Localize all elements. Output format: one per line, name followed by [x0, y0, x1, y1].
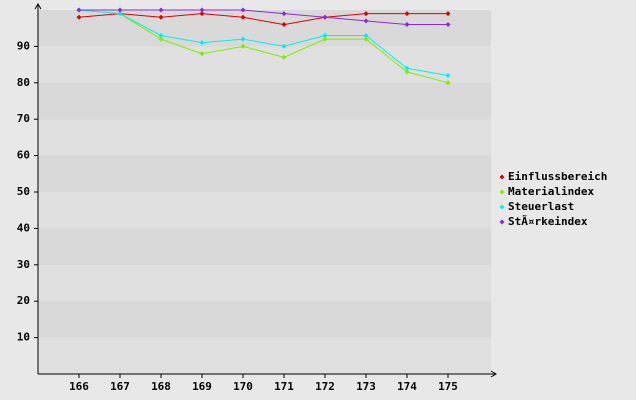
x-tick-label: 172 [315, 380, 335, 393]
grid-band [38, 155, 491, 192]
data-point [322, 32, 328, 38]
y-tick-label: 20 [17, 294, 30, 307]
data-point [240, 43, 246, 49]
data-point [445, 22, 451, 28]
series-line [78, 9, 449, 84]
x-axis-arrow [490, 370, 497, 378]
data-point [158, 36, 164, 42]
x-tick-label: 170 [233, 380, 253, 393]
data-point [363, 11, 369, 17]
data-point [76, 7, 82, 13]
y-tick-label: 80 [17, 76, 30, 89]
data-point [158, 7, 164, 13]
data-point [76, 14, 82, 20]
data-point [199, 51, 205, 57]
data-point [445, 73, 451, 79]
data-point [281, 22, 287, 28]
data-point [117, 11, 123, 17]
data-point [281, 43, 287, 49]
series-line [79, 9, 448, 26]
data-point [363, 32, 369, 38]
data-point [404, 69, 410, 75]
data-point [281, 54, 287, 60]
x-tick-label: 174 [397, 380, 417, 393]
data-point [281, 11, 287, 17]
grid-band [38, 82, 491, 120]
data-point [199, 40, 205, 46]
grid-band [38, 10, 491, 47]
data-point [322, 14, 328, 20]
series-line [78, 13, 448, 26]
series-line [78, 9, 449, 77]
x-tick-label: 175 [438, 380, 458, 393]
x-tick-label: 169 [192, 380, 212, 393]
data-point [445, 80, 451, 86]
data-point [404, 22, 410, 28]
x-tick-label: 168 [151, 380, 171, 393]
data-point [240, 36, 246, 42]
legend-marker [499, 174, 505, 180]
data-point [445, 11, 451, 17]
legend-marker [499, 189, 505, 195]
data-point [404, 11, 410, 17]
y-axis-arrow [34, 3, 42, 10]
legend-marker [499, 219, 505, 225]
grid-band [38, 228, 491, 265]
data-point [158, 32, 164, 38]
y-tick-label: 40 [17, 221, 30, 234]
legend-label: Steuerlast [508, 200, 574, 213]
data-point [240, 14, 246, 20]
y-tick-label: 30 [17, 258, 30, 271]
legend-label: Materialindex [508, 185, 594, 198]
legend-marker [499, 204, 505, 210]
data-point [404, 65, 410, 71]
x-tick-label: 171 [274, 380, 294, 393]
data-point [322, 36, 328, 42]
data-point [363, 36, 369, 42]
y-tick-label: 60 [17, 149, 30, 162]
data-point [199, 11, 205, 17]
grid-band [38, 301, 491, 338]
legend-label: Einflussbereich [508, 170, 607, 183]
y-tick-label: 70 [17, 112, 30, 125]
legend-label: StÃ¤rkeindex [508, 215, 588, 228]
data-point [363, 18, 369, 24]
x-tick-label: 173 [356, 380, 376, 393]
data-point [117, 7, 123, 13]
y-tick-label: 10 [17, 331, 30, 344]
data-point [158, 14, 164, 20]
x-tick-label: 166 [69, 380, 89, 393]
y-tick-label: 90 [17, 39, 30, 52]
x-tick-label: 167 [110, 380, 130, 393]
y-tick-label: 50 [17, 185, 30, 198]
data-point [240, 7, 246, 13]
data-point [199, 7, 205, 13]
